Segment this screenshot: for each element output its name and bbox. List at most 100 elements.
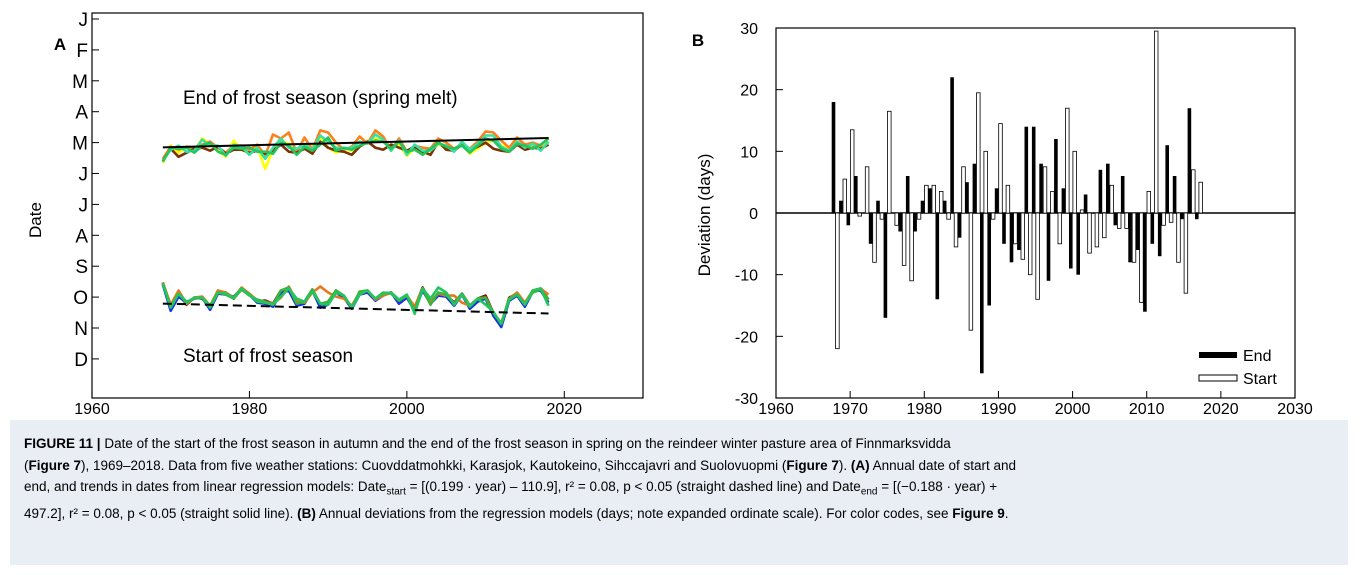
end-bar [1172, 176, 1177, 213]
end-bar [1106, 163, 1110, 213]
panel-b-ytick-label: 10 [740, 144, 758, 161]
caption-line-2-close: ). [838, 457, 851, 473]
panel-b-ytick-label: 0 [749, 206, 758, 223]
start-bar [1116, 212, 1122, 229]
end-bar [905, 176, 910, 213]
panel-a-xtick-label: 2000 [389, 401, 425, 418]
panel-a-ytick-label: N [74, 319, 88, 340]
start-bar [961, 166, 966, 214]
start-bar [901, 212, 907, 266]
end-bar [980, 213, 984, 374]
start-bar [857, 212, 862, 217]
start-bar [1050, 190, 1055, 214]
end-bar [1039, 163, 1043, 213]
panel-b-xtick-label: 2030 [1277, 401, 1313, 418]
panel-b-ytick-label: -30 [735, 391, 758, 408]
start-bar [835, 212, 840, 350]
end-bar [920, 200, 925, 213]
start-bar [879, 212, 885, 220]
end-bar [1061, 188, 1066, 213]
end-bar [1187, 108, 1192, 213]
end-bar [1083, 194, 1088, 213]
start-bar [887, 110, 892, 214]
panel-a-ytick-label: A [75, 226, 88, 247]
end-bar [1113, 213, 1118, 226]
legend-start-swatch [1198, 374, 1238, 382]
panel-a-ytick-label: D [74, 350, 88, 371]
end-bar [1024, 126, 1029, 213]
start-bar [864, 166, 870, 214]
end-bar [883, 213, 888, 318]
panel-a-label: A [54, 35, 66, 54]
caption-figure-ref: Figure 7 [28, 457, 82, 473]
trend-end-line [162, 137, 549, 149]
caption-line-4-text: 497.2], r² = 0.08, p < 0.05 (straight so… [24, 506, 298, 522]
start-bar [1072, 150, 1077, 214]
end-bar [1135, 213, 1140, 250]
end-bar [928, 188, 932, 213]
end-bar [957, 213, 962, 238]
start-bar [968, 212, 974, 331]
panel-b-xtick-label: 2010 [1129, 401, 1165, 418]
panel-a-ytick-label: J [79, 10, 89, 31]
end-bar [1128, 213, 1132, 263]
end-bar [942, 200, 947, 213]
figure-caption: FIGURE 11 | Date of the start of the fro… [10, 420, 1348, 565]
caption-line-3-tail: = [(−0.188 · year) + [877, 479, 998, 494]
panel-b-xtick-label: 2020 [1203, 401, 1239, 418]
end-bar [972, 163, 977, 213]
panel-a-xtick-label: 1980 [232, 401, 268, 418]
panel-b-ytick-label: 30 [740, 21, 758, 38]
caption-line-1-text: Date of the start of the frost season in… [104, 436, 951, 451]
end-bar [935, 213, 940, 300]
panel-a-ytick-label: A [75, 103, 88, 124]
panel-a-xtick-label: 1960 [74, 401, 110, 418]
start-bar [1020, 212, 1025, 260]
panel-b-xtick-label: 1990 [981, 401, 1017, 418]
panel-a-ytick-label: O [73, 288, 88, 309]
caption-figure-ref-2: Figure 7 [786, 457, 839, 473]
end-bar [1098, 169, 1103, 213]
start-bar [1057, 212, 1062, 245]
panel-b-xtick-label: 1980 [906, 401, 942, 418]
start-bar [931, 184, 936, 214]
end-bar [839, 200, 843, 213]
end-bar [950, 77, 954, 213]
caption-line-1: FIGURE 11 | Date of the start of the fro… [24, 433, 1334, 455]
end-bar [994, 188, 999, 213]
end-bar [876, 200, 880, 213]
start-bar [1131, 212, 1137, 263]
caption-line-4: 497.2], r² = 0.08, p < 0.05 (straight so… [24, 503, 1334, 525]
caption-line-2-tail: Annual date of start and [869, 457, 1017, 473]
start-bar [924, 184, 929, 214]
start-bar [1005, 184, 1011, 214]
panel-a-ytick-label: F [76, 41, 88, 62]
end-bar [913, 213, 917, 232]
start-bar [1013, 212, 1018, 245]
caption-panel-a-ref: (A) [850, 457, 870, 473]
start-bar [1176, 212, 1181, 263]
panel-a-xtick-label: 2020 [546, 401, 582, 418]
caption-line-2-mid: ), 1969–2018. Data from five weather sta… [81, 457, 787, 473]
annotation-end-of-frost-season: End of frost season (spring melt) [183, 88, 458, 109]
end-bar [846, 213, 851, 226]
caption-line-4-mid: Annual deviations from the regression mo… [315, 506, 953, 522]
end-bar [1031, 126, 1036, 213]
start-bar [1191, 169, 1196, 214]
start-bar [1146, 190, 1151, 214]
panel-b-xtick-label: 1960 [758, 401, 794, 418]
start-bar [953, 212, 959, 248]
start-bar [1035, 212, 1040, 300]
start-bar [1183, 212, 1189, 294]
start-bar [842, 178, 847, 214]
start-bar [998, 123, 1003, 214]
panel-a-ytick-label: M [72, 72, 88, 93]
legend-end-swatch [1199, 352, 1237, 358]
start-bar [976, 92, 981, 214]
start-bar [894, 212, 899, 226]
panel-a-ytick-label: J [79, 195, 89, 216]
panel-a-frame [91, 12, 644, 399]
end-bar [1076, 213, 1080, 275]
